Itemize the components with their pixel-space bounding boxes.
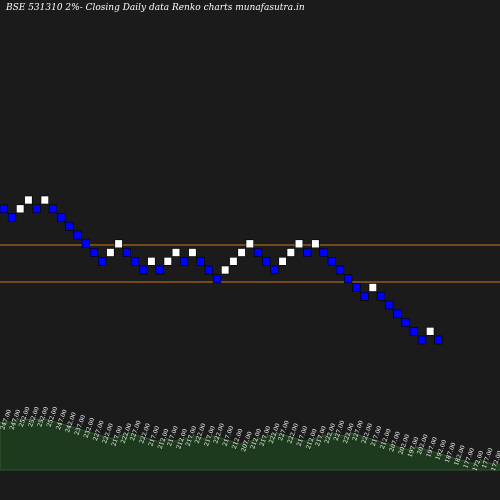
volume-area [0, 418, 500, 471]
brick-up [147, 256, 156, 266]
chart-title: BSE 531310 2%- Closing Daily data Renko … [6, 3, 305, 13]
brick-up [188, 248, 197, 257]
brick-down [417, 335, 427, 345]
reference-lines-layer [0, 244, 500, 283]
brick-down [73, 230, 82, 240]
brick-up [278, 256, 287, 266]
brick-up [106, 248, 115, 257]
brick-down [393, 309, 402, 319]
bricks-layer [0, 195, 443, 345]
brick-down [344, 274, 353, 284]
brick-down [409, 326, 418, 336]
brick-down [303, 248, 312, 257]
volume-area-layer [0, 418, 500, 471]
brick-down [48, 204, 58, 214]
brick-down [212, 274, 222, 284]
brick-down [352, 283, 361, 292]
brick-down [32, 204, 41, 214]
brick-down [262, 256, 271, 266]
brick-up [171, 248, 181, 257]
brick-down [81, 239, 90, 249]
brick-down [57, 213, 66, 222]
brick-up [426, 326, 435, 336]
brick-down [0, 204, 8, 214]
brick-down [376, 291, 386, 301]
brick-up [24, 195, 33, 205]
brick-up [221, 265, 230, 275]
volume-label: 172.00 [490, 450, 500, 472]
brick-up [237, 248, 246, 257]
brick-up [311, 239, 320, 249]
brick-up [368, 283, 377, 292]
brick-down [253, 248, 263, 257]
brick-down [360, 291, 369, 301]
brick-down [155, 265, 164, 275]
brick-down [65, 222, 74, 231]
brick-down [139, 265, 148, 275]
brick-down [319, 248, 328, 257]
brick-down [335, 265, 345, 275]
brick-down [98, 256, 107, 266]
brick-up [114, 239, 123, 249]
brick-up [229, 256, 238, 266]
brick-up [40, 195, 49, 205]
brick-down [89, 248, 99, 257]
brick-down [270, 265, 279, 275]
brick-down [204, 265, 213, 275]
brick-up [294, 239, 304, 249]
brick-up [163, 256, 172, 266]
brick-down [434, 335, 443, 345]
brick-down [385, 300, 394, 310]
brick-down [180, 256, 189, 266]
brick-down [327, 256, 336, 266]
brick-up [245, 239, 254, 249]
volume-labels-layer: 247.00247.00252.00252.00252.00252.00247.… [0, 406, 500, 472]
brick-up [286, 248, 295, 257]
brick-down [7, 213, 17, 222]
brick-down [130, 256, 140, 266]
brick-down [401, 318, 410, 327]
brick-up [16, 204, 25, 214]
brick-down [122, 248, 131, 257]
brick-down [196, 256, 205, 266]
